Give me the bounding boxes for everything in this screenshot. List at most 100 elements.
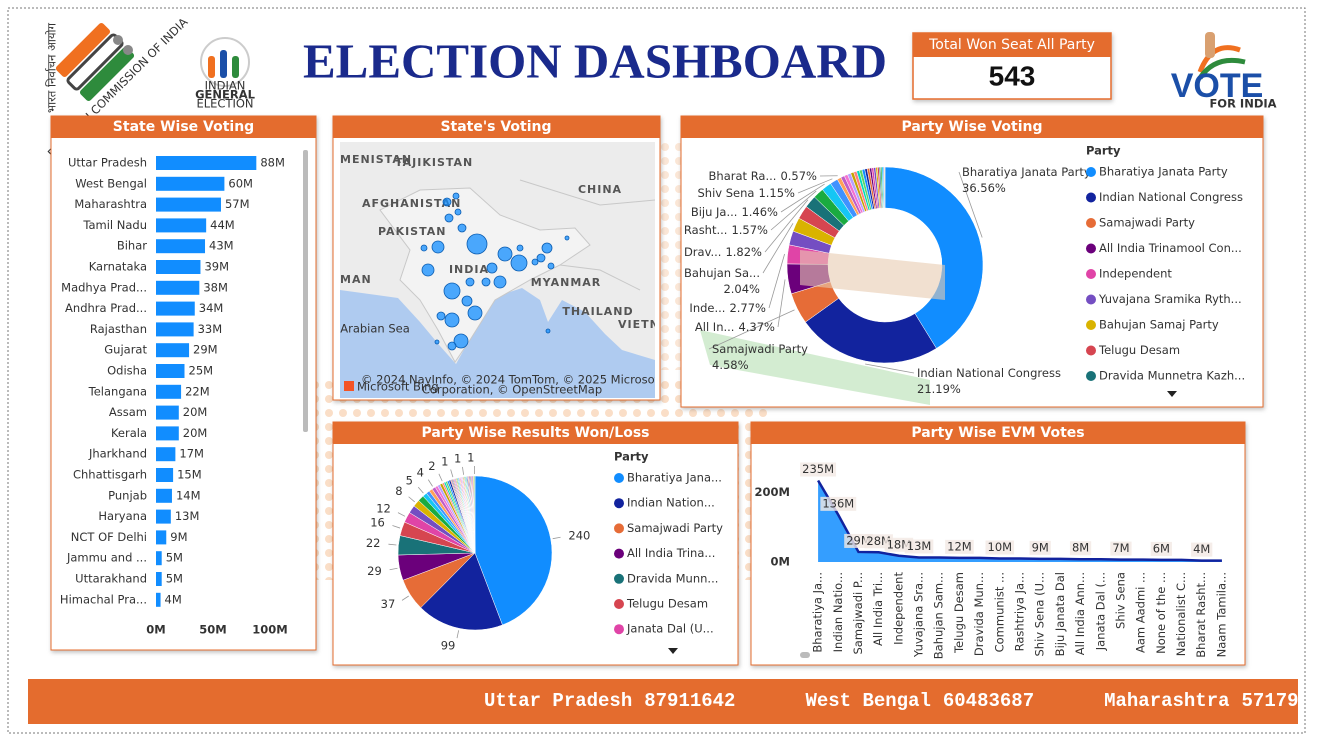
y-tick-label: Assam <box>109 405 147 419</box>
y-tick-label: Haryana <box>98 509 147 523</box>
map-label: Arabian Sea <box>340 322 410 336</box>
logo-text: भारत निर्वाचन आयोग <box>45 23 59 113</box>
value-label-bg <box>820 496 857 511</box>
slice <box>473 475 476 554</box>
value-label: 14M <box>176 488 201 502</box>
y-tick-label: Tamil Nadu <box>82 218 147 232</box>
bar <box>156 530 167 545</box>
value-label-bg <box>1191 542 1213 557</box>
legend-item: All India Trinamool Con... <box>1099 241 1242 255</box>
value-label: 22M <box>185 384 210 398</box>
value-label: 34M <box>199 301 224 315</box>
data-label: 12 <box>376 501 391 515</box>
map-label: CHINA <box>578 183 622 196</box>
x-tick-label: Nationalist C... <box>1174 572 1188 656</box>
value-label: 13M <box>907 539 932 553</box>
legend-swatch <box>614 548 624 559</box>
map-bubble <box>431 240 445 254</box>
legend-swatch <box>1086 320 1096 330</box>
data-label: 29 <box>367 564 382 578</box>
map-bubble <box>466 233 488 255</box>
bar <box>156 343 190 358</box>
label-name: Inde... <box>689 301 725 315</box>
map-bubble <box>457 223 467 233</box>
map-bubble <box>434 339 440 345</box>
map-bubble <box>536 253 546 263</box>
logo-text: FOR INDIA <box>1209 97 1276 111</box>
ticker-votes: 87911642 <box>644 690 735 712</box>
data-label: Bharatiya Janata Party 36.56% <box>962 165 1091 195</box>
value-label: 5M <box>166 551 183 565</box>
data-label: 37 <box>381 597 396 611</box>
legend-item: Janata Dal (U... <box>626 622 714 636</box>
leader-line <box>865 363 915 374</box>
area <box>818 480 1222 562</box>
value-label: 7M <box>1112 541 1129 555</box>
data-label: Shiv Sena 1.15% <box>697 186 795 200</box>
y-tick-label: Karnataka <box>89 260 147 274</box>
data-label: Indian National Congress 21.19% <box>917 366 1061 396</box>
value-label: 12M <box>947 539 972 553</box>
page-border <box>7 7 1306 734</box>
map-bubble <box>442 197 452 207</box>
leader-line <box>777 279 786 328</box>
data-label: Bahujan Sa... 2.04% <box>684 266 760 296</box>
x-tick-label: Indian Natio... <box>831 572 845 652</box>
data-label: 1 <box>467 451 474 465</box>
leader-line <box>438 473 443 482</box>
value-label: 8M <box>1072 541 1089 555</box>
value-label-bg <box>904 539 934 554</box>
label-value: 1.46% <box>741 205 778 219</box>
ige-logo: INDIAN GENERAL ELECTION <box>195 37 256 111</box>
value-label: 88M <box>260 156 285 170</box>
map-bubble <box>421 263 435 277</box>
data-label: 16 <box>370 516 385 530</box>
legend-item: Bharatiya Janata Party <box>1099 165 1228 179</box>
map-label: THAILAND <box>562 305 633 318</box>
label-name: Drav... <box>684 245 722 259</box>
x-tick-label: Bharat Rasht... <box>1194 572 1208 658</box>
data-label: 240 <box>568 528 590 542</box>
legend-swatch <box>1086 243 1096 254</box>
decor-band <box>700 330 930 405</box>
y-tick-label: Gujarat <box>104 343 147 357</box>
value-label: 57M <box>225 197 250 211</box>
map-bubble <box>564 235 570 241</box>
y-tick-label: Chhattisgarh <box>73 468 147 482</box>
leader-line <box>770 190 817 231</box>
bar <box>156 260 201 274</box>
panel-title: State's Voting <box>440 119 551 135</box>
value-label: 6M <box>1153 541 1170 555</box>
y-tick-label: Madhya Prad... <box>61 280 147 294</box>
bar <box>156 468 174 482</box>
line <box>817 479 1222 562</box>
ticker-votes: 57179 <box>1242 690 1299 712</box>
ticker-state: Maharashtra <box>1104 690 1229 712</box>
data-label: Biju Ja... 1.46% <box>691 205 778 219</box>
leader-line <box>764 199 809 253</box>
map-bubble <box>454 208 462 216</box>
kpi-value: 543 <box>989 60 1036 91</box>
leader-line <box>389 567 398 571</box>
x-tick-label: 0M <box>146 623 165 637</box>
leader-line <box>397 512 406 517</box>
x-tick-label: Biju Janata Dal <box>1053 572 1067 656</box>
panel-header <box>333 422 738 444</box>
slice <box>884 166 984 349</box>
map-bubble <box>444 312 460 328</box>
label-value: 2.77% <box>729 301 766 315</box>
label-name: Rasht... <box>684 223 728 237</box>
label-value: 2.04% <box>723 282 760 296</box>
map-bubble <box>541 242 553 254</box>
panel-title: State Wise Voting <box>113 119 254 135</box>
value-label: 17M <box>179 447 204 461</box>
y-tick-label: Uttar Pradesh <box>68 156 147 170</box>
legend-swatch <box>614 523 624 534</box>
value-label: 25M <box>189 364 214 378</box>
map-bubble <box>516 244 524 252</box>
value-label: 43M <box>209 239 234 253</box>
leader-line <box>456 630 460 639</box>
map-label: MENISTAN <box>340 153 412 166</box>
y-tick-label: NCT OF Delhi <box>71 530 147 544</box>
